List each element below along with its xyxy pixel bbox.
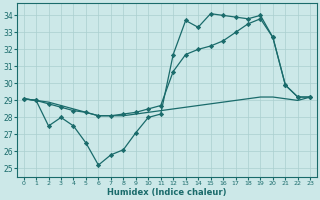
X-axis label: Humidex (Indice chaleur): Humidex (Indice chaleur) [107,188,227,197]
